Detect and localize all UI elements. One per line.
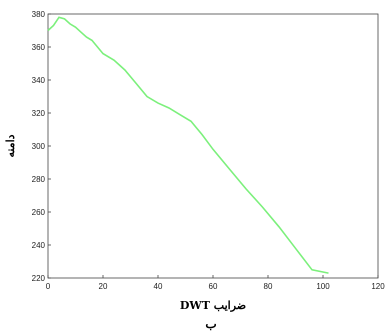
- y-tick-label: 320: [32, 109, 46, 118]
- y-axis-label: دامنه: [4, 134, 17, 157]
- x-tick-label: 40: [154, 282, 163, 291]
- y-tick-label: 280: [32, 175, 46, 184]
- x-tick-label: 100: [316, 282, 330, 291]
- x-tick-label: 0: [46, 282, 51, 291]
- x-tick-label: 120: [371, 282, 385, 291]
- y-tick-label: 360: [32, 43, 46, 52]
- y-tick-label: 340: [32, 76, 46, 85]
- x-tick-label: 80: [264, 282, 273, 291]
- x-axis-ticks: 0 20 40 60 80 100 120: [46, 275, 385, 291]
- data-series-line: [47, 16, 329, 274]
- y-tick-label: 220: [32, 274, 46, 283]
- x-axis-label: ضرایب DWT: [180, 299, 246, 312]
- x-tick-label: 60: [209, 282, 218, 291]
- figure-caption: ب: [205, 317, 216, 331]
- plot-area: [47, 13, 379, 279]
- y-axis-ticks: 220 240 260 280 300 320 340 360 380: [32, 10, 51, 283]
- x-axis-label-group: ضرایب DWT: [180, 299, 246, 312]
- y-tick-label: 240: [32, 241, 46, 250]
- y-tick-label: 380: [32, 10, 46, 19]
- y-tick-label: 300: [32, 142, 46, 151]
- y-tick-label: 260: [32, 208, 46, 217]
- x-tick-label: 20: [99, 282, 108, 291]
